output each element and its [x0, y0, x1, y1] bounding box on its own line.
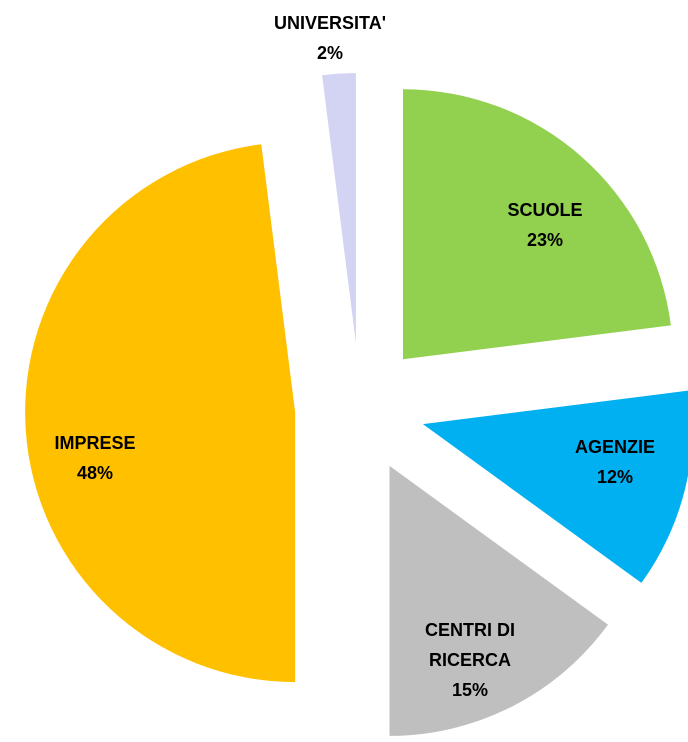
value-label: 2%	[316, 43, 343, 63]
pie-slice	[389, 465, 608, 736]
pie-slice	[25, 144, 296, 683]
category-label: AGENZIE	[574, 437, 655, 457]
slice-label: SCUOLE 23%	[465, 195, 625, 255]
value-label: 12%	[596, 467, 634, 487]
slice-label: AGENZIE 12%	[535, 432, 688, 492]
pie-slice	[402, 89, 671, 360]
category-label: UNIVERSITA'	[274, 13, 386, 33]
category-label: CENTRI DI RICERCA	[425, 620, 515, 670]
value-label: 15%	[451, 680, 489, 700]
pie-slice	[322, 73, 356, 344]
category-label: SCUOLE	[507, 200, 583, 220]
slice-label: IMPRESE 48%	[15, 428, 175, 488]
value-label: 23%	[526, 230, 564, 250]
pie-slice	[422, 390, 688, 583]
category-label: IMPRESE	[54, 433, 136, 453]
value-label: 48%	[76, 463, 114, 483]
slice-label: CENTRI DI RICERCA 15%	[405, 615, 535, 705]
slice-label: UNIVERSITA' 2%	[250, 8, 410, 68]
